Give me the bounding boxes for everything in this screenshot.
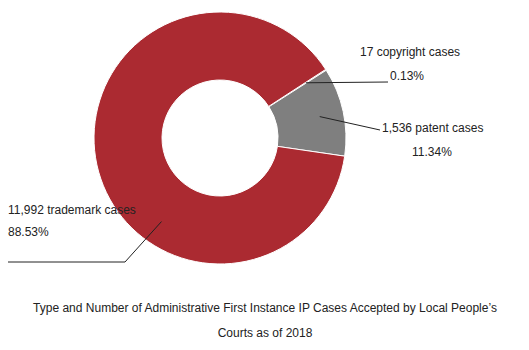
data-label: 11.34% (412, 145, 452, 159)
category-label: 11,992 trademark cases (8, 203, 136, 217)
title: Courts as of 2018 (218, 326, 313, 340)
category-label: 1,536 patent cases (382, 121, 483, 135)
leader-line (8, 222, 161, 262)
title: Type and Number of Administrative First … (33, 301, 497, 315)
data-label: 0.13% (390, 69, 424, 83)
slice (94, 12, 345, 264)
chart: 17 copyright cases 0.13% 1,536 patent case… (0, 0, 529, 350)
category-label: 17 copyright cases (360, 45, 460, 59)
leader-line (320, 117, 380, 130)
slices (94, 12, 346, 264)
labels: 17 copyright cases 0.13% 1,536 patent case… (8, 45, 483, 262)
data-label: 88.53% (8, 225, 49, 239)
leader-line (306, 82, 388, 84)
